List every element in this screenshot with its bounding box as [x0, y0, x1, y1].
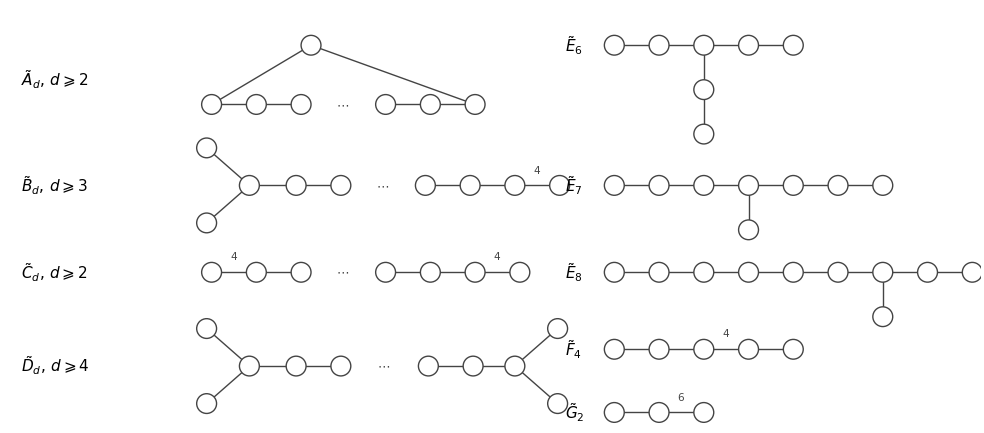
Ellipse shape — [239, 175, 260, 195]
Ellipse shape — [461, 175, 480, 195]
Ellipse shape — [505, 175, 524, 195]
Text: $\cdots$: $\cdots$ — [376, 179, 389, 192]
Ellipse shape — [739, 220, 759, 240]
Ellipse shape — [465, 262, 485, 282]
Ellipse shape — [197, 138, 216, 158]
Ellipse shape — [739, 339, 759, 359]
Ellipse shape — [829, 175, 848, 195]
Ellipse shape — [331, 356, 351, 376]
Ellipse shape — [694, 403, 713, 422]
Ellipse shape — [604, 262, 624, 282]
Ellipse shape — [649, 262, 669, 282]
Text: $\tilde{E}_6$: $\tilde{E}_6$ — [565, 34, 583, 57]
Text: $\tilde{E}_7$: $\tilde{E}_7$ — [565, 174, 583, 197]
Ellipse shape — [783, 36, 803, 55]
Ellipse shape — [694, 339, 713, 359]
Ellipse shape — [694, 124, 713, 144]
Ellipse shape — [301, 36, 321, 55]
Text: $\tilde{G}_2$: $\tilde{G}_2$ — [565, 401, 584, 424]
Text: $\cdots$: $\cdots$ — [337, 266, 349, 279]
Ellipse shape — [873, 307, 892, 326]
Ellipse shape — [505, 356, 524, 376]
Ellipse shape — [783, 339, 803, 359]
Ellipse shape — [649, 339, 669, 359]
Ellipse shape — [604, 36, 624, 55]
Ellipse shape — [694, 175, 713, 195]
Ellipse shape — [331, 175, 351, 195]
Ellipse shape — [604, 175, 624, 195]
Ellipse shape — [291, 262, 311, 282]
Ellipse shape — [420, 94, 440, 114]
Text: 4: 4 — [722, 330, 729, 339]
Text: $\tilde{F}_4$: $\tilde{F}_4$ — [565, 338, 582, 361]
Ellipse shape — [694, 262, 713, 282]
Ellipse shape — [291, 94, 311, 114]
Ellipse shape — [918, 262, 938, 282]
Ellipse shape — [197, 319, 216, 339]
Ellipse shape — [649, 175, 669, 195]
Ellipse shape — [962, 262, 982, 282]
Ellipse shape — [548, 319, 568, 339]
Ellipse shape — [739, 175, 759, 195]
Ellipse shape — [604, 403, 624, 422]
Ellipse shape — [649, 36, 669, 55]
Ellipse shape — [202, 94, 221, 114]
Text: $\tilde{B}_d,\, d \geqslant 3$: $\tilde{B}_d,\, d \geqslant 3$ — [21, 174, 88, 197]
Ellipse shape — [783, 262, 803, 282]
Ellipse shape — [873, 175, 892, 195]
Ellipse shape — [694, 36, 713, 55]
Text: $\tilde{C}_d,\, d \geqslant 2$: $\tilde{C}_d,\, d \geqslant 2$ — [21, 261, 88, 284]
Ellipse shape — [286, 356, 306, 376]
Ellipse shape — [197, 213, 216, 233]
Ellipse shape — [202, 262, 221, 282]
Text: 4: 4 — [494, 252, 500, 262]
Ellipse shape — [246, 94, 267, 114]
Ellipse shape — [376, 94, 396, 114]
Text: $\tilde{A}_d,\, d \geqslant 2$: $\tilde{A}_d,\, d \geqslant 2$ — [21, 68, 89, 91]
Ellipse shape — [604, 339, 624, 359]
Ellipse shape — [550, 175, 570, 195]
Ellipse shape — [418, 356, 438, 376]
Text: $\tilde{D}_d,\, d \geqslant 4$: $\tilde{D}_d,\, d \geqslant 4$ — [21, 355, 90, 378]
Ellipse shape — [649, 403, 669, 422]
Text: 6: 6 — [678, 393, 684, 403]
Text: $\cdots$: $\cdots$ — [377, 359, 390, 372]
Text: 4: 4 — [230, 252, 237, 262]
Ellipse shape — [246, 262, 267, 282]
Text: $\tilde{E}_8$: $\tilde{E}_8$ — [565, 261, 583, 284]
Text: 4: 4 — [533, 165, 540, 175]
Ellipse shape — [286, 175, 306, 195]
Ellipse shape — [783, 175, 803, 195]
Ellipse shape — [510, 262, 529, 282]
Ellipse shape — [739, 262, 759, 282]
Ellipse shape — [694, 80, 713, 100]
Ellipse shape — [197, 394, 216, 414]
Ellipse shape — [873, 262, 892, 282]
Ellipse shape — [415, 175, 435, 195]
Ellipse shape — [420, 262, 440, 282]
Ellipse shape — [239, 356, 260, 376]
Ellipse shape — [376, 262, 396, 282]
Ellipse shape — [548, 394, 568, 414]
Ellipse shape — [465, 94, 485, 114]
Ellipse shape — [463, 356, 483, 376]
Text: $\cdots$: $\cdots$ — [337, 98, 349, 111]
Ellipse shape — [739, 36, 759, 55]
Ellipse shape — [829, 262, 848, 282]
